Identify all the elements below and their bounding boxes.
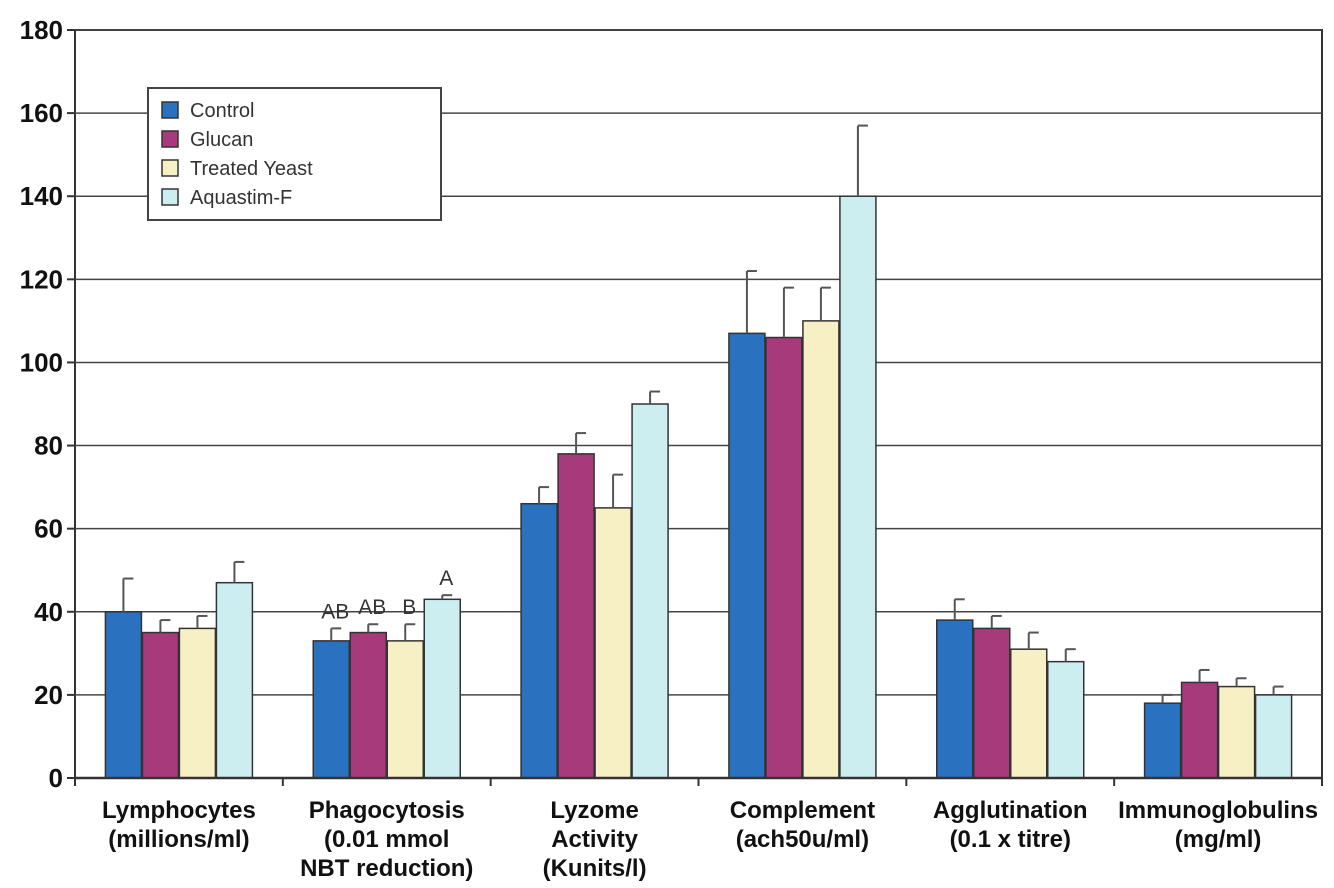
bar-treated-yeast bbox=[1217, 685, 1256, 779]
significance-annotations: AB AB BA bbox=[321, 567, 453, 623]
y-tick-label: 40 bbox=[34, 597, 63, 627]
y-tick-label: 20 bbox=[34, 680, 63, 710]
x-category-label-line: (millions/ml) bbox=[108, 826, 249, 853]
x-category-label-line: (mg/ml) bbox=[1175, 826, 1262, 853]
x-category-label-line: Lymphocytes bbox=[102, 797, 256, 824]
bar-treated-yeast bbox=[594, 507, 632, 779]
x-category-label: Complement (ach50u/ml) bbox=[730, 797, 875, 853]
x-category-label-line: Phagocytosis bbox=[309, 797, 465, 824]
x-category-label-line: Lyzome bbox=[550, 797, 638, 824]
legend-swatch bbox=[161, 159, 179, 177]
x-category-label: Phagocytosis (0.01 mmol NBT reduction) bbox=[300, 797, 473, 882]
bar-aquastim-f bbox=[1047, 660, 1085, 779]
x-category-label-line: NBT reduction) bbox=[300, 855, 473, 882]
legend-label: Glucan bbox=[190, 129, 253, 151]
y-tick-label: 180 bbox=[20, 15, 63, 45]
y-tick-label: 60 bbox=[34, 514, 63, 544]
bar-glucan bbox=[349, 631, 387, 779]
x-category-label-line: (Kunits/l) bbox=[543, 855, 647, 882]
bar-control bbox=[312, 640, 350, 779]
bar-aquastim-f bbox=[1254, 694, 1293, 779]
bar-glucan bbox=[765, 336, 803, 779]
x-category-label-line: Complement bbox=[730, 797, 875, 824]
bar-control bbox=[728, 332, 766, 779]
x-category-label-line: Immunoglobulins bbox=[1118, 797, 1318, 824]
bar-control bbox=[936, 619, 974, 779]
x-category-label-line: (ach50u/ml) bbox=[736, 826, 869, 853]
x-category-label: Lymphocytes (millions/ml) bbox=[102, 797, 256, 853]
bar-control bbox=[520, 502, 558, 779]
significance-label: A bbox=[439, 567, 453, 590]
bar-glucan bbox=[1180, 681, 1219, 779]
bar-aquastim-f bbox=[423, 598, 461, 779]
x-category-label-line: Agglutination bbox=[933, 797, 1088, 824]
x-category-label: Agglutination (0.1 x titre) bbox=[933, 797, 1088, 853]
y-axis: 0 20 40 60 80 100 120 140 160 180 bbox=[20, 15, 75, 793]
bar-control bbox=[1143, 702, 1182, 779]
x-category-label-line: (0.1 x titre) bbox=[950, 826, 1071, 853]
legend-box bbox=[147, 87, 442, 221]
y-tick-label: 140 bbox=[20, 181, 63, 211]
x-axis: Lymphocytes (millions/ml) Phagocytosis (0.0… bbox=[74, 776, 1323, 882]
legend-label: Treated Yeast bbox=[190, 158, 313, 180]
legend-label: Control bbox=[190, 100, 254, 122]
bar-glucan bbox=[973, 627, 1011, 779]
y-tick-label: 160 bbox=[20, 98, 63, 128]
bar-control bbox=[104, 611, 143, 779]
bar-aquastim-f bbox=[215, 581, 254, 779]
significance-label: AB bbox=[358, 596, 386, 619]
bar-treated-yeast bbox=[802, 320, 840, 779]
bars bbox=[104, 124, 1293, 779]
legend-swatch bbox=[161, 130, 179, 148]
bar-treated-yeast bbox=[1010, 648, 1048, 779]
y-tick-label: 0 bbox=[49, 763, 63, 793]
bar-treated-yeast bbox=[178, 627, 217, 779]
legend-label: Aquastim-F bbox=[190, 187, 292, 209]
y-tick-label: 100 bbox=[20, 347, 63, 377]
x-category-label: Immunoglobulins (mg/ml) bbox=[1118, 797, 1318, 853]
y-tick-label: 120 bbox=[20, 264, 63, 294]
bar-glucan bbox=[141, 631, 180, 779]
bar-glucan bbox=[557, 453, 595, 779]
x-category-label: Lyzome Activity (Kunits/l) bbox=[543, 797, 647, 882]
legend-swatch bbox=[161, 101, 179, 119]
significance-label: AB bbox=[321, 600, 349, 623]
bar-aquastim-f bbox=[839, 195, 877, 779]
x-category-label-line: Activity bbox=[551, 826, 638, 853]
x-category-label-line: (0.01 mmol bbox=[324, 826, 449, 853]
significance-label: B bbox=[402, 596, 416, 619]
bar-treated-yeast bbox=[386, 640, 424, 779]
legend: Control Glucan Treated Yeast Aquastim-F bbox=[147, 87, 442, 221]
bar-aquastim-f bbox=[631, 403, 669, 779]
y-tick-label: 80 bbox=[34, 431, 63, 461]
legend-swatch bbox=[161, 188, 179, 206]
